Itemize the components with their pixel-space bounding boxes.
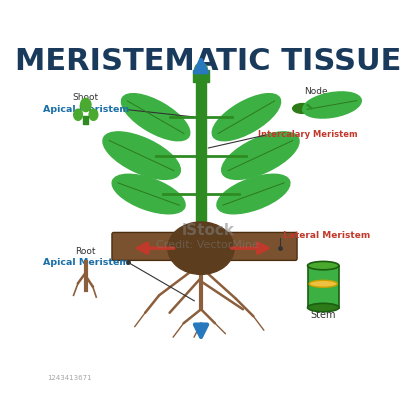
Text: Stem: Stem <box>310 310 336 319</box>
Text: iStock: iStock <box>181 223 235 238</box>
Ellipse shape <box>309 280 337 287</box>
Ellipse shape <box>212 94 281 141</box>
Ellipse shape <box>103 132 181 179</box>
Text: Intercalary Meristem: Intercalary Meristem <box>258 130 357 139</box>
Text: Root: Root <box>76 247 96 256</box>
Text: Lateral Meristem: Lateral Meristem <box>283 231 370 240</box>
Text: Credit: VectorMine: Credit: VectorMine <box>156 240 260 250</box>
Text: Node: Node <box>305 87 328 96</box>
FancyBboxPatch shape <box>307 266 339 307</box>
Ellipse shape <box>112 174 185 214</box>
Ellipse shape <box>293 104 312 113</box>
Ellipse shape <box>303 92 361 118</box>
Ellipse shape <box>222 132 299 179</box>
Ellipse shape <box>89 109 98 120</box>
Ellipse shape <box>168 222 234 275</box>
Text: Shoot: Shoot <box>73 94 99 102</box>
Ellipse shape <box>217 174 290 214</box>
FancyBboxPatch shape <box>112 233 297 260</box>
Ellipse shape <box>307 303 339 312</box>
Text: 1243413671: 1243413671 <box>47 375 92 381</box>
Text: Apical Meristem: Apical Meristem <box>43 105 129 114</box>
Ellipse shape <box>74 109 82 120</box>
Ellipse shape <box>81 98 91 111</box>
Ellipse shape <box>307 261 339 270</box>
Ellipse shape <box>121 94 190 141</box>
Text: Apical Meristem: Apical Meristem <box>43 258 129 267</box>
Ellipse shape <box>195 63 207 73</box>
Text: MERISTEMATIC TISSUE: MERISTEMATIC TISSUE <box>15 47 401 77</box>
